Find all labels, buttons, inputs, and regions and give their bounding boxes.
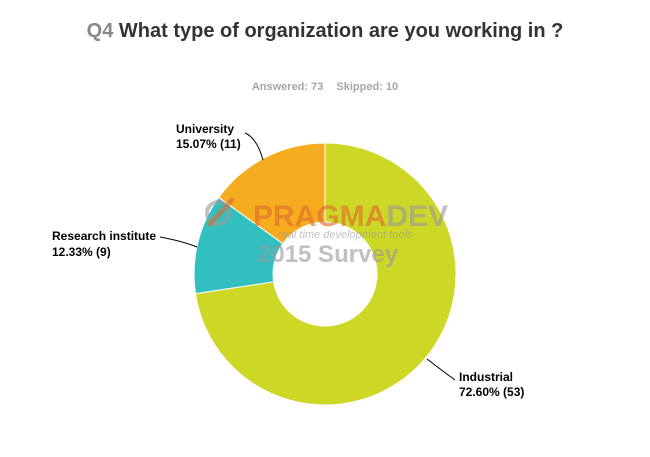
response-stats: Answered: 73 Skipped: 10 [0,81,650,93]
slice-university [217,142,326,245]
label-university-value: 15.07% (11) [176,137,241,151]
leader-line-industrial [426,358,456,381]
label-research-value: 12.33% (9) [52,245,111,259]
question-number: Q4 [86,20,114,42]
leader-line-university [244,132,264,161]
watermark-brand-left: PRAGMA [253,200,386,233]
question-text: What type of organization are you workin… [118,20,564,42]
watermark-survey: 2015 Survey [258,241,399,268]
leader-line-research [159,236,198,248]
slice-industrial [194,142,457,406]
skipped-count: Skipped: 10 [336,81,399,93]
answered-count: Answered: 73 [251,81,324,93]
watermark-tagline: real time development tools [278,229,413,241]
chart-title: Q4 What type of organization are you wor… [0,18,650,45]
watermark-brand-right: DEV [386,200,448,233]
label-research-name: Research institute [52,229,156,243]
label-industrial-value: 72.60% (53) [459,385,524,399]
label-industrial-name: Industrial [459,370,513,384]
pragmadev-logo-icon [205,197,235,227]
watermark-brand: PRAGMADEV [253,200,448,233]
label-university-name: University [176,122,234,136]
label-industrial: Industrial 72.60% (53) [459,370,524,399]
label-research: Research institute 12.33% (9) [52,229,159,259]
label-university: University 15.07% (11) [176,122,241,151]
slices-group [193,142,457,406]
watermark: PRAGMADEV real time development tools 20… [205,197,448,268]
